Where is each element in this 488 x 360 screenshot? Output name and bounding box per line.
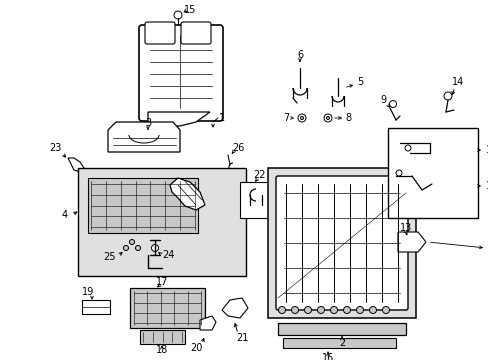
- Bar: [278, 323, 405, 335]
- Circle shape: [389, 100, 396, 108]
- Polygon shape: [200, 316, 216, 330]
- FancyBboxPatch shape: [139, 25, 223, 121]
- Text: 22: 22: [253, 170, 265, 180]
- Circle shape: [135, 246, 140, 251]
- Bar: [387, 128, 477, 218]
- Text: 16: 16: [321, 353, 333, 360]
- Circle shape: [356, 306, 363, 314]
- Bar: [283, 338, 395, 348]
- Circle shape: [382, 306, 389, 314]
- Circle shape: [330, 306, 337, 314]
- Text: 19: 19: [81, 287, 94, 297]
- Text: 14: 14: [451, 77, 463, 87]
- Text: 12: 12: [487, 243, 488, 253]
- Text: 9: 9: [379, 95, 385, 105]
- FancyBboxPatch shape: [181, 22, 210, 44]
- Bar: [267, 168, 415, 318]
- Circle shape: [291, 306, 298, 314]
- Circle shape: [443, 92, 451, 100]
- Text: 1: 1: [219, 113, 224, 123]
- Circle shape: [123, 246, 128, 251]
- Circle shape: [174, 11, 182, 19]
- Circle shape: [324, 114, 331, 122]
- Text: 8: 8: [344, 113, 350, 123]
- Bar: [130, 288, 204, 328]
- Text: 18: 18: [156, 345, 168, 355]
- Polygon shape: [148, 112, 209, 126]
- Circle shape: [317, 306, 324, 314]
- Circle shape: [278, 306, 285, 314]
- Circle shape: [404, 145, 410, 151]
- Circle shape: [343, 306, 350, 314]
- Circle shape: [300, 117, 303, 120]
- Text: 4: 4: [62, 210, 68, 220]
- Circle shape: [395, 170, 401, 176]
- Polygon shape: [222, 298, 247, 318]
- Text: 5: 5: [356, 77, 363, 87]
- Circle shape: [151, 244, 158, 252]
- Bar: [240, 182, 275, 218]
- Bar: [78, 168, 245, 276]
- Text: 3: 3: [144, 118, 151, 128]
- Text: 23: 23: [49, 143, 61, 153]
- FancyBboxPatch shape: [275, 176, 407, 310]
- Text: 25: 25: [103, 252, 116, 262]
- Bar: [140, 330, 184, 344]
- FancyBboxPatch shape: [145, 22, 175, 44]
- Circle shape: [326, 117, 329, 120]
- Text: 6: 6: [296, 50, 303, 60]
- Text: 11: 11: [485, 181, 488, 191]
- Text: 15: 15: [183, 5, 196, 15]
- Text: 13: 13: [399, 223, 411, 233]
- Text: 24: 24: [162, 250, 174, 260]
- Circle shape: [304, 306, 311, 314]
- Circle shape: [129, 239, 134, 244]
- Bar: [82, 300, 110, 314]
- Text: 17: 17: [156, 277, 168, 287]
- Text: 10: 10: [485, 145, 488, 155]
- Text: 26: 26: [231, 143, 244, 153]
- Text: 20: 20: [189, 343, 202, 353]
- Polygon shape: [108, 122, 180, 152]
- Bar: [88, 178, 198, 233]
- Text: 21: 21: [235, 333, 248, 343]
- Text: 7: 7: [282, 113, 288, 123]
- Polygon shape: [170, 178, 204, 210]
- Circle shape: [369, 306, 376, 314]
- Polygon shape: [68, 158, 84, 172]
- Text: 2: 2: [338, 338, 345, 348]
- Circle shape: [297, 114, 305, 122]
- Polygon shape: [397, 232, 425, 252]
